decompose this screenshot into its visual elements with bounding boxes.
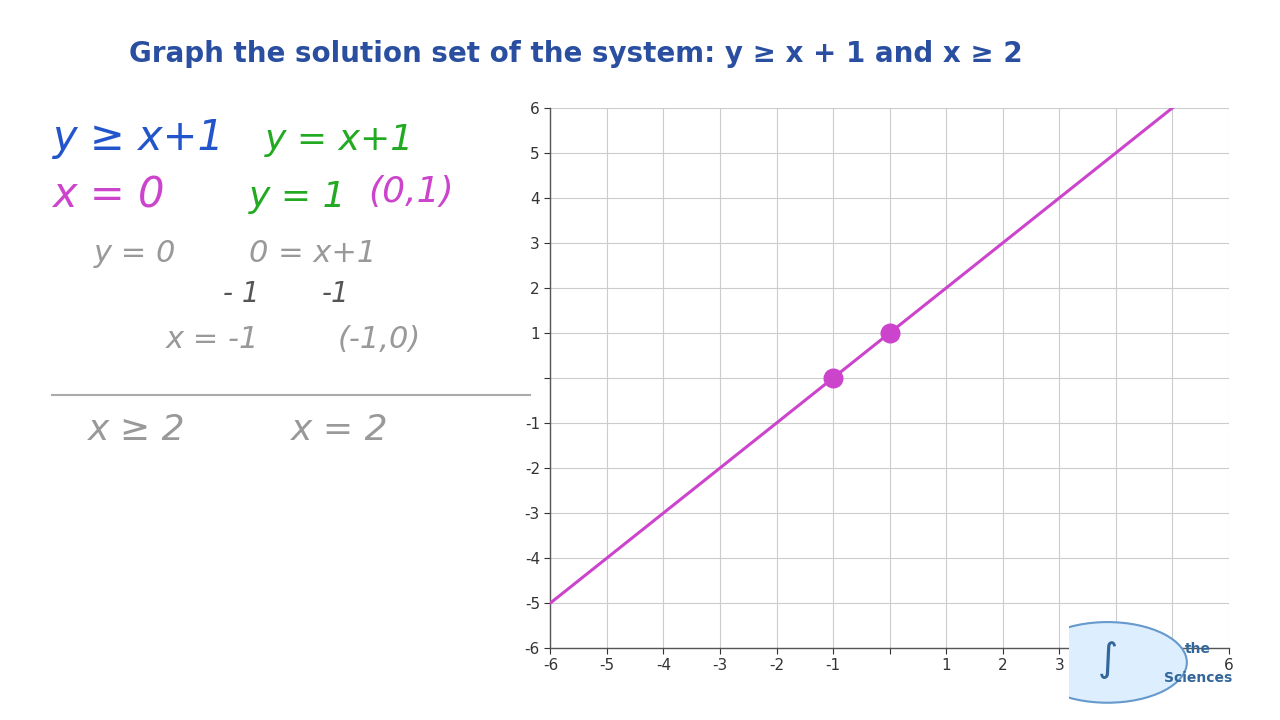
Text: (0,1): (0,1) <box>369 175 454 209</box>
Text: Graph the solution set of the system: y ≥ x + 1 and x ≥ 2: Graph the solution set of the system: y … <box>129 40 1023 68</box>
Text: 0 = x+1: 0 = x+1 <box>250 239 376 268</box>
Text: x = -1: x = -1 <box>166 325 260 354</box>
Text: y = 0: y = 0 <box>93 239 175 268</box>
Text: x = 0: x = 0 <box>52 174 164 216</box>
Text: y = 1: y = 1 <box>250 180 347 214</box>
Text: y = x+1: y = x+1 <box>265 123 413 157</box>
Text: (-1,0): (-1,0) <box>338 325 421 354</box>
Text: the: the <box>1185 642 1211 657</box>
Text: -1: -1 <box>323 280 349 308</box>
Text: x = 2: x = 2 <box>291 413 388 447</box>
Circle shape <box>1028 622 1187 703</box>
Text: y ≥ x+1: y ≥ x+1 <box>52 117 224 159</box>
Text: x ≥ 2: x ≥ 2 <box>88 413 186 447</box>
Text: - 1: - 1 <box>223 280 260 308</box>
Point <box>823 372 844 384</box>
Text: Sciences: Sciences <box>1164 670 1231 685</box>
Text: ∫: ∫ <box>1097 642 1117 680</box>
Point <box>879 327 900 339</box>
